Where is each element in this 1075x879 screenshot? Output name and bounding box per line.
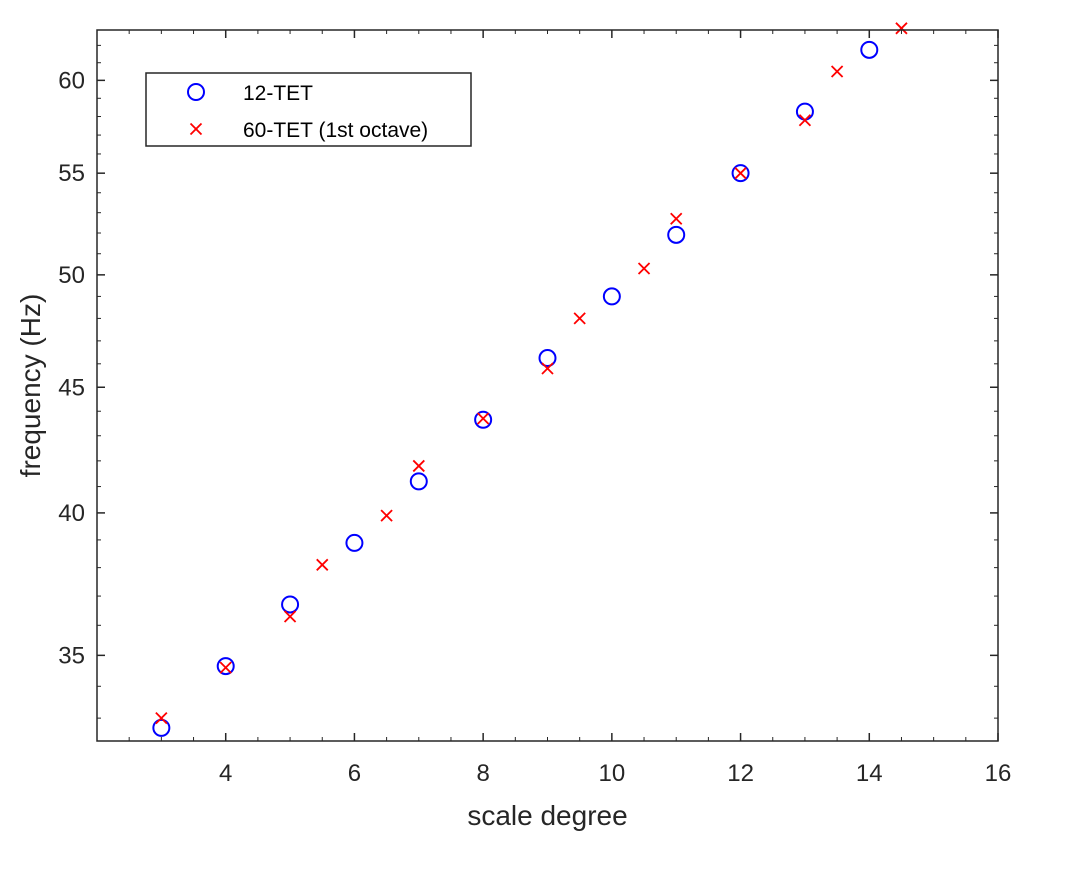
x-tick-label: 4 — [219, 760, 232, 787]
cross-point — [798, 114, 812, 127]
cross-point — [316, 558, 329, 571]
cross-point — [155, 711, 168, 725]
cross-point — [637, 262, 651, 275]
y-tick-label: 40 — [58, 500, 85, 527]
circle-point — [281, 595, 300, 614]
circle-point — [795, 102, 814, 121]
cross-point — [830, 65, 844, 78]
circle-point — [667, 225, 686, 244]
ticks-layer: 4 6 8 10 12 14 16 35 40 45 50 55 60 — [58, 30, 1011, 787]
cross-point — [541, 362, 554, 375]
y-tick-label: 35 — [58, 642, 85, 669]
legend-label: 12-TET — [243, 82, 313, 105]
cross-point — [670, 212, 683, 225]
circle-point — [345, 533, 364, 552]
legend-circle-icon — [187, 83, 205, 101]
y-axis-title: frequency (Hz) — [15, 294, 46, 478]
circle-point — [602, 287, 621, 306]
legend: 12-TET 60-TET (1st octave) — [145, 72, 472, 147]
cross-point — [283, 610, 297, 623]
y-tick-label: 60 — [58, 67, 85, 94]
cross-point — [380, 509, 393, 522]
x-tick-label: 8 — [476, 760, 489, 787]
cross-point — [412, 459, 425, 473]
cross-point — [477, 412, 490, 425]
circle-point — [152, 718, 171, 737]
x-axis-title: scale degree — [467, 800, 627, 831]
x-tick-label: 16 — [985, 760, 1012, 787]
circle-point — [474, 410, 493, 429]
y-tick-label: 50 — [58, 262, 85, 289]
circle-point — [860, 40, 879, 59]
x-tick-label: 6 — [348, 760, 361, 787]
circle-point — [216, 657, 235, 676]
cross-point — [219, 661, 232, 674]
plot-markers — [152, 22, 908, 737]
y-tick-label: 55 — [58, 160, 85, 187]
cross-point — [734, 167, 747, 180]
circle-point — [731, 164, 750, 183]
series-2 — [155, 22, 908, 725]
cross-point — [573, 312, 586, 325]
series-1 — [152, 40, 879, 737]
x-tick-label: 10 — [599, 760, 626, 787]
circle-point — [409, 472, 428, 491]
x-tick-label: 12 — [727, 760, 754, 787]
legend-cross-icon — [189, 122, 203, 136]
circle-point — [538, 349, 557, 368]
x-tick-label: 14 — [856, 760, 883, 787]
y-tick-label: 45 — [58, 374, 85, 401]
legend-label: 60-TET (1st octave) — [243, 119, 428, 142]
cross-point — [895, 22, 908, 35]
